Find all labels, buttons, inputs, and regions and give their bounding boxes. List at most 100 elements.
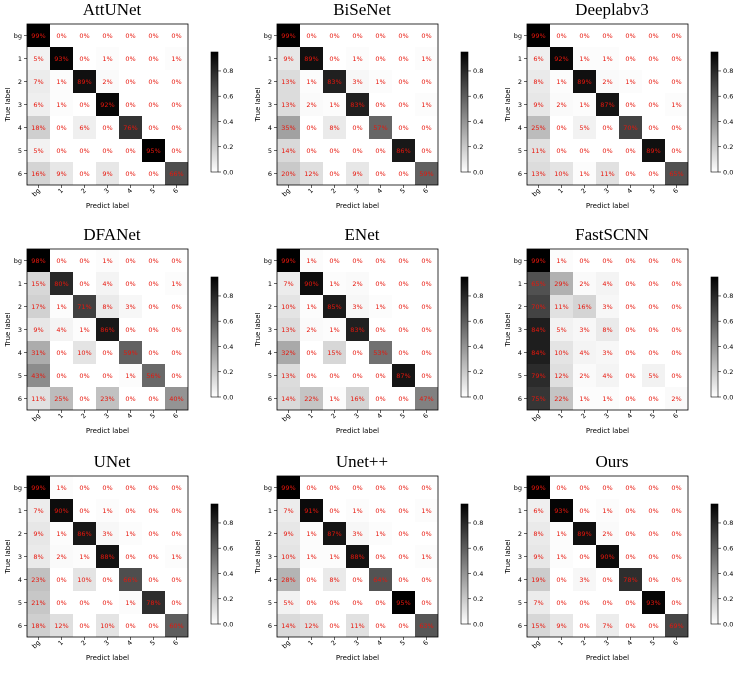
- cell-value-label: 0%: [671, 124, 681, 132]
- cell-value-label: 0%: [625, 553, 635, 561]
- matrix-cell: [142, 545, 165, 568]
- matrix-cell: [27, 24, 50, 47]
- x-tick-label: 6: [671, 412, 680, 421]
- x-tick-label: 6: [671, 187, 680, 196]
- cell-value-label: 1%: [602, 55, 612, 63]
- cell-value-label: 9%: [102, 170, 112, 178]
- cell-value-label: 0%: [329, 507, 339, 515]
- matrix-cell: [277, 318, 300, 341]
- y-tick-label: 6: [18, 170, 22, 178]
- y-tick-label: 2: [18, 78, 22, 86]
- cell-value-label: 0%: [602, 599, 612, 607]
- matrix-cell: [392, 476, 415, 499]
- cell-value-label: 0%: [648, 101, 658, 109]
- matrix-cell: [573, 614, 596, 637]
- matrix-cell: [277, 93, 300, 116]
- colorbar-tick-label: 0.6: [223, 93, 233, 101]
- cell-value-label: 5%: [33, 147, 43, 155]
- x-tick-label: 6: [171, 639, 180, 648]
- matrix-cell: [596, 249, 619, 272]
- colorbar-tick-label: 0.0: [223, 620, 233, 628]
- cell-value-label: 0%: [398, 124, 408, 132]
- matrix-cell: [165, 476, 188, 499]
- cell-value-label: 0%: [398, 257, 408, 265]
- cell-value-label: 13%: [281, 372, 295, 380]
- cell-value-label: 0%: [648, 55, 658, 63]
- matrix-cell: [73, 249, 96, 272]
- cell-value-label: 25%: [531, 124, 545, 132]
- matrix-cell: [300, 70, 323, 93]
- cell-value-label: 0%: [148, 395, 158, 403]
- matrix-cell: [527, 364, 550, 387]
- cell-value-label: 0%: [375, 280, 385, 288]
- cell-value-label: 89%: [646, 147, 660, 155]
- cell-value-label: 0%: [579, 507, 589, 515]
- y-tick-label: 2: [518, 530, 522, 538]
- cell-value-label: 1%: [306, 530, 316, 538]
- cell-value-label: 0%: [421, 530, 431, 538]
- matrix-cell: [50, 522, 73, 545]
- panel-title: Unet++: [335, 452, 389, 471]
- matrix-cell: [642, 139, 665, 162]
- matrix-cell: [300, 522, 323, 545]
- cell-value-label: 0%: [148, 349, 158, 357]
- cell-value-label: 3%: [579, 326, 589, 334]
- matrix-cell: [119, 364, 142, 387]
- cell-value-label: 5%: [556, 326, 566, 334]
- matrix-cell: [642, 545, 665, 568]
- y-tick-label: 5: [268, 599, 272, 607]
- matrix-cell: [665, 499, 688, 522]
- cell-value-label: 0%: [398, 280, 408, 288]
- cell-value-label: 0%: [625, 170, 635, 178]
- cell-value-label: 23%: [31, 576, 45, 584]
- confusion-matrix-panel: FastSCNN 99% 1% 0% 0% 0% 0% 0% 65% 29% 2% 4% 0% 0% 0% 7…: [505, 225, 741, 450]
- y-axis-label: True label: [505, 87, 512, 122]
- cell-value-label: 92%: [554, 55, 568, 63]
- matrix-cell: [300, 93, 323, 116]
- matrix-cell: [119, 614, 142, 637]
- matrix-cell: [119, 70, 142, 93]
- cell-value-label: 1%: [171, 55, 181, 63]
- cell-value-label: 11%: [531, 147, 545, 155]
- cell-value-label: 3%: [352, 530, 362, 538]
- y-tick-label: 1: [518, 507, 522, 515]
- matrix-cell: [119, 24, 142, 47]
- cell-value-label: 40%: [169, 395, 183, 403]
- matrix-cell: [323, 568, 346, 591]
- matrix-cell: [300, 364, 323, 387]
- matrix-cell: [596, 162, 619, 185]
- panel-title: DFANet: [83, 225, 141, 244]
- matrix-cell: [415, 364, 438, 387]
- cell-value-label: 0%: [148, 507, 158, 515]
- cell-value-label: 5%: [33, 55, 43, 63]
- matrix-cell: [50, 24, 73, 47]
- matrix-cell: [392, 162, 415, 185]
- matrix-cell: [27, 272, 50, 295]
- matrix-cell: [665, 364, 688, 387]
- matrix-cell: [323, 47, 346, 70]
- panel-title: Deeplabv3: [575, 0, 649, 19]
- cell-value-label: 0%: [671, 599, 681, 607]
- cell-value-label: 8%: [533, 78, 543, 86]
- cell-value-label: 2%: [306, 101, 316, 109]
- matrix-cell: [665, 116, 688, 139]
- colorbar-tick-label: 0.4: [223, 570, 233, 578]
- matrix-cell: [596, 24, 619, 47]
- matrix-cell: [369, 341, 392, 364]
- y-tick-label: 6: [268, 395, 272, 403]
- cell-value-label: 88%: [100, 553, 114, 561]
- cell-value-label: 0%: [352, 147, 362, 155]
- cell-value-label: 0%: [375, 395, 385, 403]
- matrix-cell: [642, 295, 665, 318]
- cell-value-label: 0%: [602, 32, 612, 40]
- x-tick-label: 1: [56, 412, 65, 421]
- colorbar: [210, 503, 219, 625]
- matrix-cell: [323, 93, 346, 116]
- cell-value-label: 87%: [396, 372, 410, 380]
- x-tick-label: 2: [79, 412, 88, 421]
- cell-value-label: 0%: [148, 78, 158, 86]
- confusion-matrix-panel: ENet 99% 1% 0% 0% 0% 0% 0% 7% 90% 1% 2% 0% 0% 0% 10% 1% 8…: [255, 225, 495, 450]
- matrix-cell: [392, 116, 415, 139]
- colorbar-tick-label: 0.2: [473, 595, 483, 603]
- cell-value-label: 6%: [533, 507, 543, 515]
